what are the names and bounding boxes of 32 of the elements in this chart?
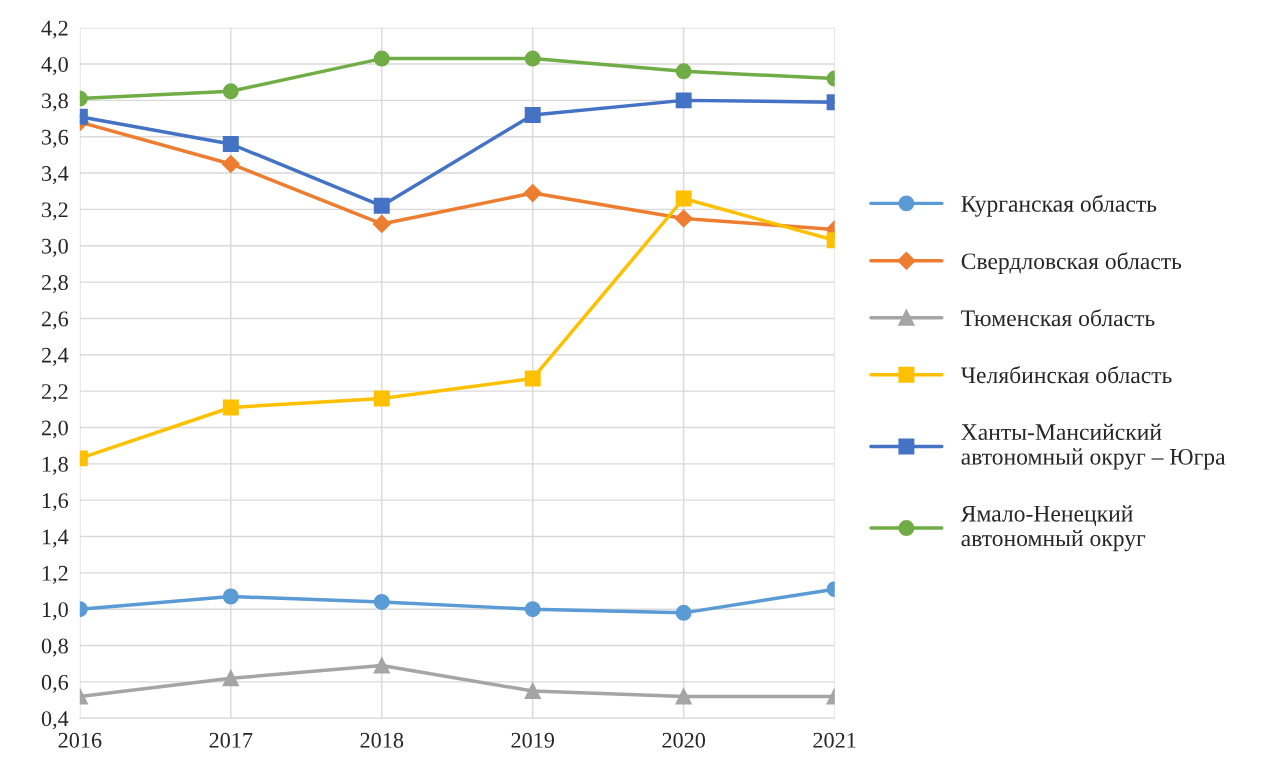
- y-tick-label: 1,4: [42, 529, 69, 548]
- legend-label: Ханты-Мансийский автономный округ – Югра: [961, 423, 1226, 470]
- y-tick-label: 2,0: [41, 420, 68, 439]
- y-tick-label: 2,2: [41, 384, 68, 403]
- x-tick-label: 2016: [58, 732, 102, 748]
- legend-label: Курганская область: [961, 194, 1157, 217]
- y-tick-label: 1,2: [42, 565, 68, 584]
- y-tick-label: 0,4: [41, 711, 69, 730]
- y-tick-label: 1,0: [42, 602, 68, 621]
- y-tick-label: 0,8: [41, 638, 68, 657]
- x-tick-label: 2018: [360, 732, 404, 748]
- x-tick-label: 2017: [209, 732, 253, 748]
- x-tick-label: 2020: [662, 732, 706, 748]
- y-tick-label: 3,6: [42, 129, 69, 148]
- legend-label: Ямало-Ненецкий автономный округ: [960, 505, 1146, 552]
- y-tick-label: 4,2: [41, 20, 68, 39]
- x-tick-label: 2019: [511, 732, 555, 748]
- y-tick-label: 3,0: [42, 238, 68, 257]
- y-tick-label: 2,4: [41, 347, 69, 366]
- y-tick-label: 3,2: [42, 202, 68, 221]
- y-tick-label: 2,6: [41, 311, 69, 330]
- y-tick-label: 1,6: [42, 493, 69, 512]
- y-tick-label: 1,8: [42, 456, 68, 475]
- y-tick-label: 3,4: [42, 166, 69, 185]
- legend-label: Челябинская область: [960, 366, 1172, 384]
- legend-label: Свердловская область: [961, 252, 1182, 275]
- legend-label: Тюменская область: [961, 309, 1155, 327]
- y-tick-label: 4,0: [41, 56, 68, 76]
- y-tick-label: 0,6: [41, 674, 69, 694]
- x-tick-label: 2021: [813, 732, 856, 748]
- y-tick-label: 2,8: [41, 275, 68, 294]
- y-tick-label: 3,8: [42, 93, 68, 112]
